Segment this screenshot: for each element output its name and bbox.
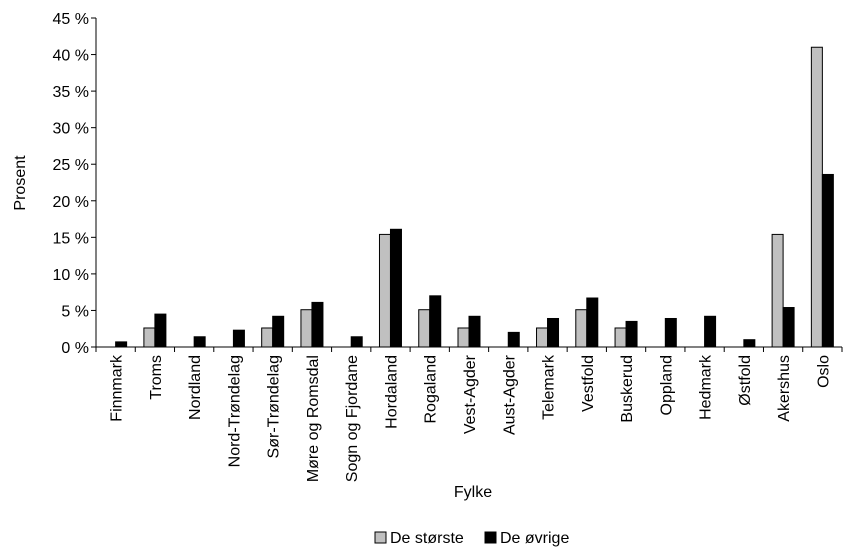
bar-de-storste-rogaland [418, 309, 431, 348]
bar-de-storste-oslo [810, 46, 823, 348]
x-tick-label-ostfold: Østfold [737, 355, 754, 406]
bar-de-ovrige-finnmark [115, 341, 128, 348]
bar-de-storste-vest-agder [457, 327, 470, 348]
bar-de-ovrige-hedmark [704, 315, 717, 348]
bar-de-ovrige-vest-agder [468, 315, 481, 348]
bar-de-storste-hordaland [378, 233, 391, 348]
x-tick-label-telemark: Telemark [541, 354, 558, 420]
x-tick-label-hordaland: Hordaland [383, 355, 400, 429]
bar-de-ovrige-oslo [821, 173, 834, 348]
bar-de-storste-sor-trondelag [261, 327, 274, 348]
y-tick-label: 15 % [53, 230, 89, 247]
x-tick-label-rogaland: Rogaland [423, 355, 440, 424]
bar-de-ovrige-oppland [664, 317, 677, 348]
x-tick-label-vest-agder: Vest-Agder [462, 354, 479, 434]
axes [95, 18, 843, 352]
bar-de-ovrige-hordaland [389, 228, 402, 348]
x-axis-tick-labels: Finnmark Troms Nordland Nord-Trøndelag Sør-T… [109, 354, 833, 482]
bar-de-ovrige-buskerud [625, 320, 638, 348]
bar-de-ovrige-nord-trondelag [232, 329, 245, 348]
x-tick-label-oslo: Oslo [815, 355, 832, 388]
bars [115, 46, 834, 348]
y-tick-label: 25 % [53, 157, 89, 174]
bar-de-storste-telemark [536, 327, 549, 348]
bar-de-storste-vestfold [575, 309, 588, 348]
y-tick-label: 30 % [53, 121, 89, 138]
x-tick-label-aust-agder: Aust-Agder [501, 354, 518, 435]
x-axis-title: Fylke [454, 484, 492, 501]
y-tick-label: 10 % [53, 267, 89, 284]
legend-swatch-de-ovrige [484, 531, 497, 544]
legend-swatch-de-storste [374, 531, 387, 544]
bar-de-storste-buskerud [614, 327, 627, 348]
y-axis-ticks: 0 % 5 % 10 % 15 % 20 % 25 % 30 % 35 % 40 % 45 % [53, 11, 96, 357]
y-tick-label: 0 % [61, 340, 89, 357]
bar-de-ovrige-akershus [782, 307, 795, 348]
y-tick-label: 20 % [53, 194, 89, 211]
x-tick-label-buskerud: Buskerud [619, 355, 636, 423]
bar-de-ovrige-sogn-og-fjordane [350, 336, 363, 348]
bar-de-ovrige-sor-trondelag [272, 315, 285, 348]
bar-de-ovrige-aust-agder [507, 331, 520, 348]
y-tick-label: 45 % [53, 11, 89, 28]
legend-label-de-ovrige: De øvrige [500, 530, 569, 547]
bar-de-storste-akershus [771, 233, 784, 348]
x-tick-label-oppland: Oppland [658, 355, 675, 416]
x-tick-label-akershus: Akershus [776, 355, 793, 422]
x-tick-label-nord-trondelag: Nord-Trøndelag [226, 355, 243, 467]
x-tick-label-nordland: Nordland [187, 355, 204, 420]
y-tick-label: 5 % [61, 303, 89, 320]
bar-de-storste-troms [143, 327, 156, 348]
bar-de-ovrige-nordland [193, 336, 206, 348]
bar-de-ovrige-ostfold [743, 339, 756, 348]
y-axis-title: Prosent [12, 155, 29, 211]
bar-de-ovrige-vestfold [586, 297, 599, 348]
x-tick-label-finnmark: Finnmark [109, 354, 126, 422]
bar-de-ovrige-telemark [547, 317, 560, 348]
legend-label-de-storste: De største [390, 530, 464, 547]
bar-de-storste-more-og-romsdal [300, 309, 313, 348]
x-tick-label-sogn-og-fjordane: Sogn og Fjordane [344, 355, 361, 482]
x-tick-label-sor-trondelag: Sør-Trøndelag [266, 355, 283, 458]
x-tick-label-hedmark: Hedmark [698, 354, 715, 420]
y-tick-label: 35 % [53, 84, 89, 101]
x-tick-label-more-og-romsdal: Møre og Romsdal [305, 355, 322, 482]
bar-de-ovrige-more-og-romsdal [311, 301, 324, 348]
y-tick-label: 40 % [53, 48, 89, 65]
legend: De største De øvrige [374, 530, 569, 547]
bar-de-ovrige-rogaland [429, 295, 442, 348]
x-tick-label-vestfold: Vestfold [580, 355, 597, 412]
x-tick-label-troms: Troms [148, 355, 165, 400]
bar-de-ovrige-troms [154, 313, 167, 348]
